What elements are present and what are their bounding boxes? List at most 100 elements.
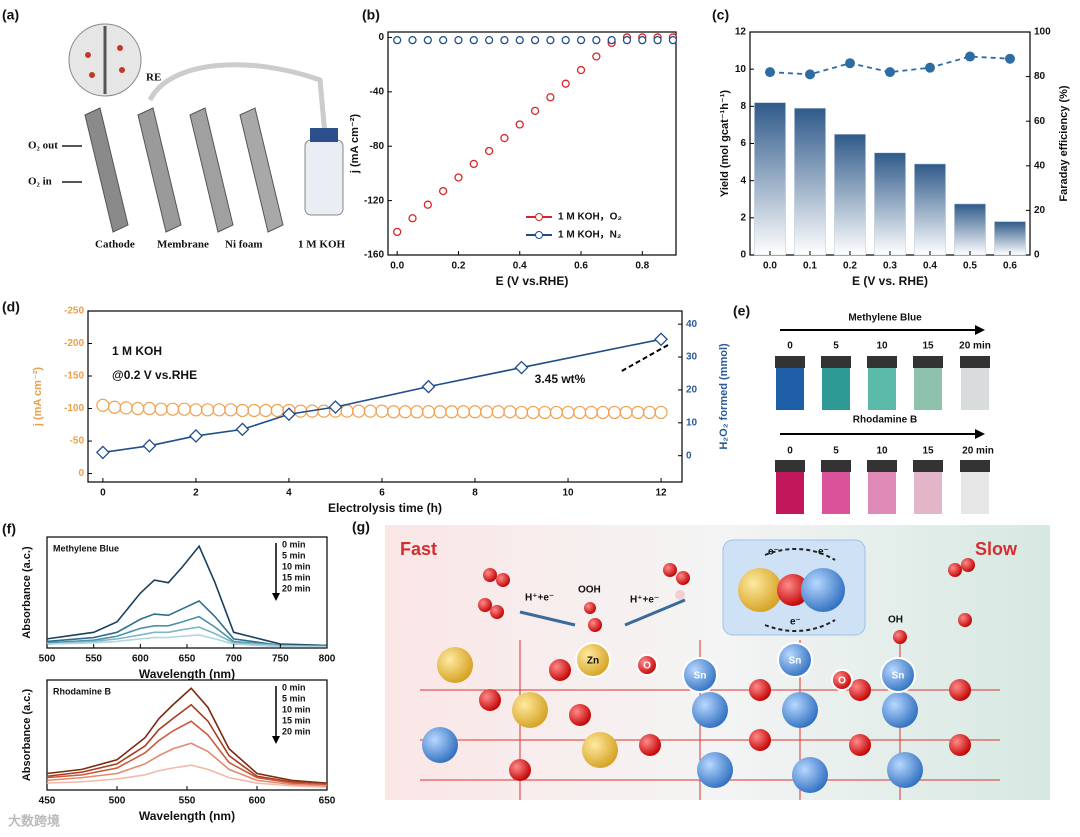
x-tick-label: 0.5 <box>963 261 977 272</box>
marker <box>515 120 524 129</box>
marker <box>189 403 203 417</box>
x-tick-label: 0.8 <box>635 261 649 272</box>
arrow <box>62 145 82 183</box>
marker <box>468 405 482 419</box>
time-label: 20 min <box>959 341 991 352</box>
y2-tick-label: 100 <box>1034 27 1051 38</box>
annotation: 1 M KOH <box>112 344 162 358</box>
marker <box>393 227 402 237</box>
x-axis-title: E (V vs.RHE) <box>496 274 569 288</box>
marker <box>491 405 505 419</box>
marker <box>561 79 570 88</box>
label: OOH <box>578 585 601 596</box>
plot-frame <box>387 31 677 256</box>
marker <box>576 36 586 45</box>
molecule <box>117 45 123 51</box>
vial-photos: Methylene Blue 0 5 10 15 20 min Rhodamin… <box>775 313 994 514</box>
time-label: 0 <box>787 446 793 457</box>
marker <box>410 405 424 419</box>
x-tick-label: 750 <box>272 654 289 665</box>
atom-label: Sn <box>789 656 802 667</box>
annotation: @0.2 V vs.RHE <box>112 368 197 382</box>
marker <box>530 106 540 116</box>
marker <box>561 36 570 45</box>
x-tick-label: 700 <box>225 654 242 665</box>
marker <box>631 405 645 420</box>
label: Ni foam <box>225 239 263 251</box>
marker <box>433 405 447 419</box>
series-line <box>46 742 328 787</box>
marker <box>653 36 662 45</box>
tube <box>147 62 328 136</box>
y-tick-label: -150 <box>64 371 84 382</box>
marker <box>546 93 555 102</box>
watermark: 大数跨境 <box>8 813 60 828</box>
series-line <box>46 600 327 647</box>
marker <box>438 36 448 45</box>
panel-label: (e) <box>733 303 750 319</box>
series-line <box>46 687 328 784</box>
plate <box>84 107 129 233</box>
marker <box>454 173 463 182</box>
y-tick-label: 12 <box>735 27 747 38</box>
y2-tick-label: 60 <box>1034 116 1046 127</box>
label: 1 M KOH <box>298 239 345 251</box>
series-line <box>46 764 328 789</box>
time-label: 5 <box>833 446 839 457</box>
molecule <box>119 67 125 73</box>
y2-tick-label: 80 <box>1034 71 1046 82</box>
x-tick-label: 0.4 <box>513 261 527 272</box>
marker <box>247 403 261 418</box>
atom-label: Sn <box>892 671 905 682</box>
y2-tick-label: 30 <box>686 352 698 363</box>
marker <box>107 400 122 414</box>
x-tick-label: 8 <box>472 488 478 499</box>
x-tick-label: 600 <box>132 654 149 665</box>
marker <box>592 52 601 61</box>
marker <box>530 36 540 45</box>
x-tick-label: 650 <box>319 796 336 807</box>
x-tick-label: 0.6 <box>574 261 588 272</box>
x-axis-title: Wavelength (nm) <box>139 809 235 823</box>
marker <box>340 404 354 418</box>
marker <box>363 404 377 418</box>
x-tick-label: 650 <box>179 654 196 665</box>
time-label: 10 <box>876 341 888 352</box>
panel-label: (g) <box>352 519 370 535</box>
row-title: Rhodamine B <box>853 415 917 426</box>
time-label: 0 <box>787 341 793 352</box>
atom-label: O <box>838 676 846 687</box>
series-line <box>46 634 327 648</box>
y2-axis-title: H₂O₂ formed (mmol) <box>718 343 730 450</box>
marker <box>654 332 668 347</box>
vial-row <box>775 460 990 514</box>
panel-label: (c) <box>712 7 729 23</box>
label: H⁺+e⁻ <box>630 595 659 606</box>
marker <box>423 200 432 209</box>
marker <box>142 438 157 453</box>
chart: 0.0 0.1 0.2 0.3 0.4 0.5 0.6 0 2 4 6 8 10 12 0 20 40 60 80 1… <box>719 27 1070 289</box>
marker <box>515 36 524 45</box>
marker <box>131 401 145 416</box>
x-tick-label: 500 <box>109 796 126 807</box>
y2-tick-label: 10 <box>686 417 698 428</box>
marker <box>668 36 678 45</box>
bar <box>874 152 906 256</box>
chart: 0 2 4 6 8 10 12 0 -50 -100 -150 -200 -250 0 10 20 30 40 El… <box>32 306 730 516</box>
marker <box>638 36 647 45</box>
marker <box>408 36 417 45</box>
marker <box>925 62 935 73</box>
series-line <box>46 703 328 786</box>
x-axis-title: Wavelength (nm) <box>139 667 235 681</box>
marker <box>845 58 855 69</box>
x-tick-label: 0.0 <box>763 261 777 272</box>
y-tick-label: -80 <box>370 141 385 152</box>
x-tick-label: 450 <box>39 796 56 807</box>
legend-label: 10 min <box>282 561 311 571</box>
bar <box>914 163 946 256</box>
legend-arrow-head <box>272 593 280 601</box>
cell-diagram: O₂ out O₂ in RE Cathode Membrane Ni foam… <box>28 23 345 251</box>
y-tick-label: 0 <box>740 250 746 261</box>
y-tick-label: -100 <box>64 403 84 414</box>
marker <box>328 400 343 414</box>
